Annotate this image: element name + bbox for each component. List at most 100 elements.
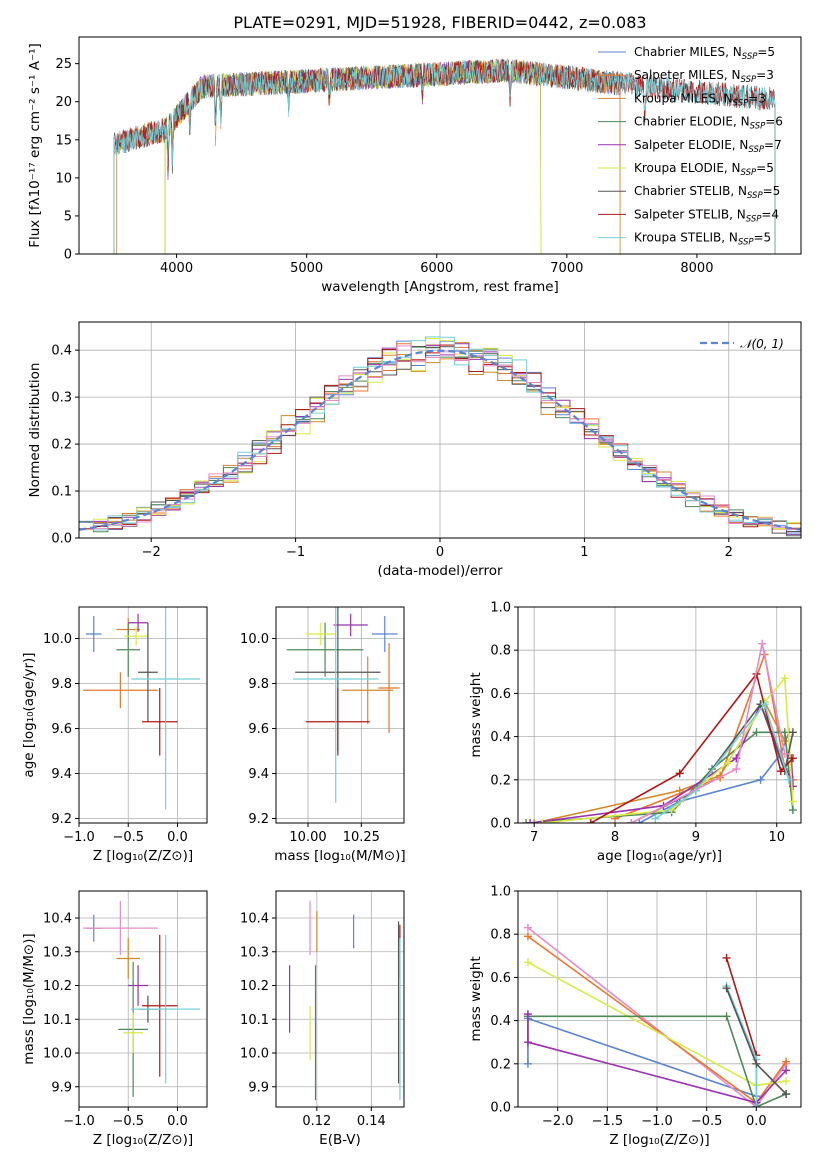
- legend-entry-label: Chabrier MILES, N: [634, 45, 742, 59]
- y-tick-label: 10.0: [43, 1047, 72, 1062]
- x-tick-label: −1: [286, 545, 305, 560]
- y-tick-label: 0.1: [51, 485, 72, 500]
- error-bar-point: [378, 643, 400, 733]
- normal-curve-line: [78, 349, 802, 531]
- plot-frame: [517, 890, 802, 1108]
- y-axis-label: mass weight: [468, 956, 484, 1041]
- weight-point-marker: [760, 700, 769, 709]
- plot-frame: [78, 890, 208, 1108]
- weight-point-marker: [780, 674, 789, 683]
- legend-entry-suffix: =5: [763, 184, 781, 198]
- x-tick-label: 0: [436, 545, 444, 560]
- weight-series-line: [542, 676, 794, 823]
- histogram-series-step: [79, 336, 801, 531]
- error-bar-point: [142, 934, 178, 1077]
- x-tick-label: 7000: [550, 261, 583, 276]
- x-tick-label: −0.5: [691, 1114, 723, 1129]
- y-tick-label: 0.3: [51, 391, 72, 406]
- x-tick-label: 0.0: [746, 1114, 767, 1129]
- weight-point-marker: [724, 758, 733, 767]
- x-tick-label: 7: [530, 830, 538, 845]
- y-tick-label: 10.0: [240, 632, 269, 647]
- y-tick-label: 10: [55, 171, 72, 186]
- weight-point-marker: [776, 767, 785, 776]
- weight-point-marker: [523, 932, 532, 941]
- error-bar-point: [128, 613, 148, 632]
- spectrum-series-line: [113, 59, 776, 254]
- residual-histogram-plot: −2 −1 0 1 2 0.0 0.1 0.2 0.3 0.4 (data-model)/error…: [27, 321, 802, 579]
- x-tick-label: −2.0: [542, 1114, 574, 1129]
- y-tick-label: 9.6: [248, 722, 269, 737]
- weight-point-marker: [758, 639, 767, 648]
- x-tick-label: −1.5: [592, 1114, 624, 1129]
- y-tick-label: 10.2: [240, 979, 269, 994]
- y-tick-label: 0.8: [490, 644, 511, 659]
- weight-point-marker: [788, 797, 797, 806]
- weight-point-marker: [756, 775, 765, 784]
- plot-frame: [78, 321, 802, 539]
- weight-point-marker: [530, 819, 539, 823]
- x-tick-label: 0.14: [357, 1114, 386, 1129]
- legend-entry: Salpeter STELIB, NSSP=4: [634, 207, 779, 224]
- y-axis-label: mass [log₁₀(M/M⊙)]: [21, 933, 37, 1064]
- weight-vs-metallicity-plot: −2.0 −1.5 −1.0 −0.5 0.0 0.0 0.2 0.4 0.6 0.8 1.0 Z […: [468, 885, 802, 1148]
- x-axis-label: (data-model)/error: [377, 563, 503, 579]
- error-bar-point: [305, 622, 336, 646]
- weight-point-marker: [752, 1059, 761, 1068]
- error-bar-point: [342, 656, 394, 724]
- weight-point-marker: [523, 958, 532, 967]
- weight-point-marker: [722, 953, 731, 962]
- x-tick-label: 2: [725, 545, 733, 560]
- x-tick-label: 0.12: [302, 1114, 331, 1129]
- plot-frame: [517, 606, 802, 824]
- weight-point-marker: [782, 1066, 791, 1075]
- y-axis-label: mass weight: [468, 672, 484, 757]
- legend-entry: Chabrier ELODIE, NSSP=6: [634, 115, 783, 132]
- legend-entry-subscript: SSP: [750, 122, 766, 132]
- weight-point-marker: [635, 819, 644, 823]
- y-tick-label: 0.4: [490, 1014, 511, 1029]
- weight-series: [627, 639, 789, 823]
- weight-point-marker: [523, 923, 532, 932]
- y-axis-label: Flux [fλ10⁻¹⁷ erg cm⁻² s⁻¹ A⁻¹]: [27, 43, 43, 248]
- error-bar-point: [372, 616, 398, 652]
- y-tick-label: 0.6: [490, 971, 511, 986]
- y-tick-label: 0.2: [490, 773, 511, 788]
- x-tick-label: 8: [611, 830, 619, 845]
- y-tick-label: 10.4: [240, 912, 269, 927]
- weight-point-marker: [788, 754, 797, 763]
- y-tick-label: 9.2: [51, 812, 72, 827]
- weight-point-marker: [627, 819, 636, 823]
- spectrum-title: PLATE=0291, MJD=51928, FIBERID=0442, z=0…: [233, 13, 646, 32]
- spectrum-series-line: [113, 58, 776, 254]
- x-tick-label: 6000: [420, 261, 453, 276]
- legend-entry-suffix: =6: [765, 115, 783, 129]
- weight-series: [538, 674, 797, 823]
- legend-entry: Kroupa ELODIE, NSSP=5: [634, 161, 774, 178]
- y-tick-label: 10.0: [240, 1047, 269, 1062]
- x-tick-label: 10.25: [343, 830, 380, 845]
- legend-entry-label: Salpeter ELODIE, N: [634, 138, 748, 152]
- weight-point-marker: [523, 1038, 532, 1047]
- x-tick-label: 0.0: [167, 1114, 188, 1129]
- weight-point-marker: [522, 819, 531, 823]
- x-tick-label: −0.5: [112, 830, 144, 845]
- x-tick-label: 10: [768, 830, 785, 845]
- y-tick-label: 9.9: [51, 1080, 72, 1095]
- legend-entry: 𝒩(0, 1): [740, 337, 784, 351]
- legend-entry-subscript: SSP: [747, 191, 763, 201]
- weight-point-marker: [782, 1057, 791, 1066]
- histogram-series-step: [79, 345, 801, 530]
- error-bar-point: [138, 622, 158, 722]
- x-tick-label: −0.5: [112, 1114, 144, 1129]
- y-tick-label: 9.9: [248, 1080, 269, 1095]
- x-axis-label: mass [log₁₀(M/M⊙)]: [274, 848, 405, 864]
- legend-entry: Salpeter MILES, NSSP=3: [634, 68, 774, 85]
- y-tick-label: 0: [64, 248, 72, 263]
- y-tick-label: 9.8: [248, 677, 269, 692]
- y-tick-label: 10.1: [240, 1013, 269, 1028]
- weight-point-marker: [675, 786, 684, 795]
- plot-frame: [275, 606, 405, 824]
- mass-vs-metallicity-plot: −1.0 −0.5 0.0 9.9 10.0 10.1 10.2 10.3 10.4 Z [log…: [21, 890, 208, 1148]
- legend-entry: Salpeter ELODIE, NSSP=7: [634, 138, 782, 155]
